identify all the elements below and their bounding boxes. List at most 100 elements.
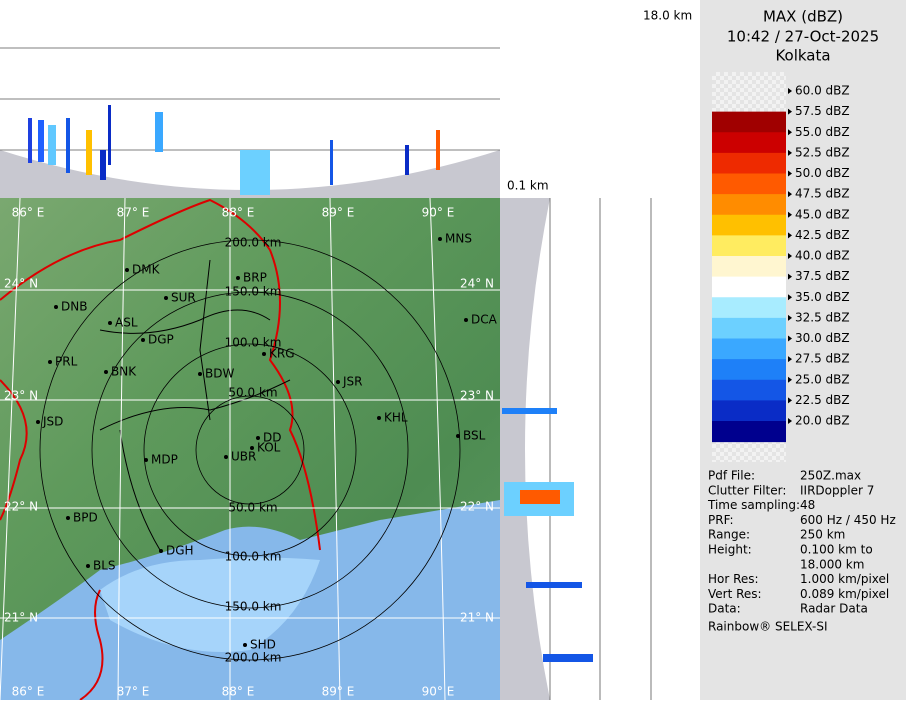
- lon-label: 87° E: [117, 685, 150, 699]
- info-key: Range:: [708, 528, 750, 542]
- range-label: 100.0 km: [225, 550, 282, 564]
- legend-band: [712, 421, 786, 443]
- city-label: BLS: [93, 559, 116, 573]
- range-label: 200.0 km: [225, 651, 282, 665]
- top-height: 18.0 km: [643, 9, 692, 23]
- info-value: IIRDoppler 7: [800, 483, 874, 497]
- legend-tick: [788, 108, 792, 115]
- city-label: JSD: [42, 415, 63, 429]
- range-rings: [39, 239, 461, 661]
- legend-tick: [788, 211, 792, 218]
- footer: Rainbow® SELEX-SI: [708, 620, 828, 634]
- city-label: SUR: [171, 291, 196, 305]
- legend-tick: [788, 356, 792, 363]
- legend-band: [712, 276, 786, 298]
- lat-label: 23° N: [460, 389, 494, 403]
- city-dot: [262, 352, 266, 356]
- range-label: 150.0 km: [225, 285, 282, 299]
- legend-band: [712, 338, 786, 360]
- info-value: Radar Data: [800, 602, 868, 616]
- legend-tick: [788, 376, 792, 383]
- title: MAX (dBZ): [763, 8, 843, 26]
- legend-label: 25.0 dBZ: [795, 372, 850, 386]
- range-label: 150.0 km: [225, 600, 282, 614]
- range-label: 50.0 km: [228, 386, 277, 400]
- lat-label: 22° N: [460, 500, 494, 514]
- legend-band: [712, 297, 786, 319]
- city-label: KHL: [384, 411, 408, 425]
- city-label: BNK: [111, 365, 137, 379]
- bottom-height: 0.1 km: [507, 179, 549, 193]
- info-value: 0.089 km/pixel: [800, 587, 889, 601]
- legend-label: 20.0 dBZ: [795, 414, 850, 428]
- profile-echoes: [502, 408, 593, 662]
- legend-tick: [788, 397, 792, 404]
- legend-tick: [788, 418, 792, 424]
- info-value: 48: [800, 498, 815, 512]
- lat-label: 23° N: [4, 389, 38, 403]
- legend-label: 37.5 dBZ: [795, 269, 850, 283]
- legend-tick: [788, 191, 792, 198]
- legend-label: 40.0 dBZ: [795, 249, 850, 263]
- legend-label: 60.0 dBZ: [795, 84, 850, 98]
- info-key: Clutter Filter:: [708, 483, 786, 497]
- city-dot: [159, 549, 163, 553]
- lon-label: 89° E: [322, 206, 355, 220]
- legend-label: 27.5 dBZ: [795, 352, 850, 366]
- city-label: UBR: [231, 450, 256, 464]
- city-dot: [141, 338, 145, 342]
- city-dot: [236, 276, 240, 280]
- city-dot: [243, 643, 247, 647]
- city-label: DNB: [61, 300, 87, 314]
- city-dot: [224, 455, 228, 459]
- legend-band: [712, 111, 786, 133]
- legend-label: 35.0 dBZ: [795, 290, 850, 304]
- city-dot: [377, 416, 381, 420]
- city-label: SHD: [250, 638, 276, 652]
- lat-label: 21° N: [4, 611, 38, 625]
- legend-band: [712, 152, 786, 174]
- info-value: 0.100 km to: [800, 543, 873, 557]
- sea: [100, 557, 320, 652]
- legend-band: [712, 359, 786, 381]
- city-label: DGP: [148, 333, 174, 347]
- profile-lines: [549, 198, 652, 700]
- legend-tick: [788, 170, 792, 177]
- city-label: ASL: [115, 316, 138, 330]
- info-value: 600 Hz / 450 Hz: [800, 513, 896, 527]
- lat-label: 24° N: [4, 277, 38, 291]
- lat-label: 24° N: [460, 277, 494, 291]
- lon-label: 90° E: [422, 206, 455, 220]
- city-label: DGH: [166, 544, 194, 558]
- info-key: Vert Res:: [708, 587, 762, 601]
- legend-tick: [788, 232, 792, 239]
- city-dot: [125, 268, 129, 272]
- legend-tick: [788, 314, 792, 321]
- station: Kolkata: [775, 47, 830, 65]
- city-dot: [256, 436, 260, 440]
- info-value: 250 km: [800, 528, 845, 542]
- legend-tick: [788, 253, 792, 259]
- city-label: PRL: [55, 355, 78, 369]
- city-dot: [66, 516, 70, 520]
- legend-band: [712, 317, 786, 339]
- city-label: DD: [263, 431, 281, 445]
- legend-label: 57.5 dBZ: [795, 104, 850, 118]
- city-label: DMK: [132, 263, 161, 277]
- legend-tick: [788, 88, 792, 94]
- city-dot: [456, 434, 460, 438]
- city-label: BSL: [463, 429, 486, 443]
- lon-label: 88° E: [222, 685, 255, 699]
- legend-label: 32.5 dBZ: [795, 310, 850, 324]
- legend-tick: [788, 294, 792, 301]
- legend-band: [712, 379, 786, 401]
- info-key: Height:: [708, 543, 752, 557]
- legend-band: [712, 132, 786, 154]
- city-dot: [108, 321, 112, 325]
- lon-label: 87° E: [117, 206, 150, 220]
- city-label: BDW: [205, 367, 234, 381]
- legend-label: 42.5 dBZ: [795, 228, 850, 242]
- city-label: JSR: [342, 375, 363, 389]
- city-label: KOL: [257, 441, 281, 455]
